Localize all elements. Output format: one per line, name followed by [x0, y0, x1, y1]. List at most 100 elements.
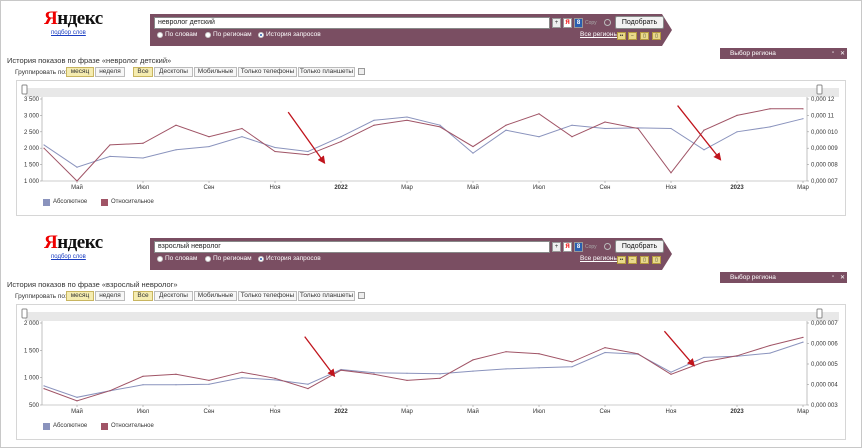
x-tick-label: Июл [533, 185, 546, 191]
data-point [241, 377, 243, 379]
yandex-logo[interactable]: Яндекс [44, 232, 103, 253]
submit-button[interactable]: Подобрать [615, 16, 664, 29]
data-point [142, 384, 144, 386]
device-phones-button[interactable]: Только телефоны [238, 291, 297, 301]
radio-by-regions[interactable]: По регионам [205, 31, 252, 38]
radio-history[interactable]: История запросов [258, 31, 321, 38]
expand-icon[interactable]: •• [617, 256, 626, 264]
y-tick-label-left: 1 500 [24, 348, 40, 354]
close-icon[interactable]: ✕ [840, 275, 846, 281]
minimize-icon[interactable]: ▫ [832, 50, 835, 56]
device-mobile-button[interactable]: Мобильные [194, 291, 237, 301]
all-regions-link[interactable]: Все регионы [580, 31, 619, 38]
copy-label[interactable]: Copy [585, 20, 597, 26]
device-all-button[interactable]: Все [133, 291, 153, 301]
device-all-button[interactable]: Все [133, 67, 153, 77]
page-icon[interactable]: ▯ [640, 256, 649, 264]
search-input[interactable]: взрослый невролог [154, 241, 550, 253]
page-icon[interactable]: ▯ [640, 32, 649, 40]
data-point [538, 136, 540, 138]
legend-relative-label[interactable]: Относительное [111, 423, 154, 429]
radio-icon [157, 255, 163, 262]
data-point [406, 116, 408, 118]
data-point [736, 355, 738, 357]
data-point [43, 147, 45, 149]
search-input[interactable]: невролог детский [154, 17, 550, 29]
legend-relative-label[interactable]: Относительное [111, 199, 154, 205]
annotation-arrow [663, 330, 695, 367]
google-icon[interactable]: 8 [574, 18, 583, 28]
history-chart: 2 000 1 500 1 000 500 0,000 007 0,000 006 0,00… [21, 308, 839, 415]
wordstat-link[interactable]: подбор слов [51, 254, 86, 260]
group-week-button[interactable]: неделя [95, 291, 125, 301]
google-icon[interactable]: 8 [574, 242, 583, 252]
legend-absolute-label[interactable]: Абсолютное [53, 199, 88, 205]
doc-icon[interactable]: ▯ [652, 32, 661, 40]
x-tick-label: Мар [401, 409, 413, 415]
doc-icon[interactable]: ▯ [652, 256, 661, 264]
data-point [175, 124, 177, 126]
plus-icon[interactable]: + [552, 242, 561, 252]
circle-icon[interactable] [604, 243, 611, 250]
collapse-icon[interactable]: − [628, 32, 637, 40]
radio-by-words[interactable]: По словам [157, 31, 197, 38]
wordstat-link[interactable]: подбор слов [51, 30, 86, 36]
radio-by-regions[interactable]: По регионам [205, 255, 252, 262]
data-point [208, 379, 210, 381]
all-regions-link[interactable]: Все регионы [580, 255, 619, 262]
group-month-button[interactable]: месяц [66, 67, 94, 77]
group-month-button[interactable]: месяц [66, 291, 94, 301]
device-tablets-button[interactable]: Только планшеты [298, 67, 355, 77]
data-point [670, 371, 672, 373]
data-point [802, 336, 804, 338]
device-tablets-button[interactable]: Только планшеты [298, 291, 355, 301]
data-point [604, 351, 606, 354]
yandex-keyboard-icon[interactable]: Я [563, 242, 572, 252]
data-point [208, 136, 210, 138]
plus-icon[interactable]: + [552, 18, 561, 28]
table-icon[interactable] [358, 68, 365, 75]
yandex-keyboard-icon[interactable]: Я [563, 18, 572, 28]
legend-absolute-swatch [43, 423, 50, 430]
x-tick-label: Ноя [270, 409, 281, 415]
yandex-logo[interactable]: Яндекс [44, 8, 103, 29]
close-icon[interactable]: ✕ [840, 51, 846, 57]
y-tick-label-left: 3 500 [24, 97, 40, 103]
data-point [241, 371, 243, 373]
table-icon[interactable] [358, 292, 365, 299]
legend-absolute-label[interactable]: Абсолютное [53, 423, 88, 429]
device-phones-button[interactable]: Только телефоны [238, 67, 297, 77]
region-selector[interactable]: Выбор региона ▫ ✕ [720, 48, 847, 59]
x-tick-label: 2022 [334, 409, 348, 415]
data-point [769, 108, 771, 110]
series-line-absolute [43, 116, 804, 168]
minimize-icon[interactable]: ▫ [832, 274, 835, 280]
radio-history[interactable]: История запросов [258, 255, 321, 262]
data-point [307, 383, 309, 385]
collapse-icon[interactable]: − [628, 256, 637, 264]
x-tick-label: 2023 [730, 409, 744, 415]
data-point [43, 385, 45, 387]
x-tick-label: Июл [137, 185, 150, 191]
radio-by-words[interactable]: По словам [157, 255, 197, 262]
device-desktop-button[interactable]: Десктопы [154, 291, 193, 301]
series-line-relative [43, 336, 804, 402]
circle-icon[interactable] [604, 19, 611, 26]
y-tick-label-left: 1 000 [24, 179, 40, 185]
device-desktop-button[interactable]: Десктопы [154, 67, 193, 77]
radio-icon [205, 255, 211, 262]
data-point [538, 367, 540, 369]
copy-label[interactable]: Copy [585, 244, 597, 250]
submit-button[interactable]: Подобрать [615, 240, 664, 253]
data-point [670, 127, 672, 130]
data-point [340, 141, 342, 143]
region-selector[interactable]: Выбор региона ▫ ✕ [720, 272, 847, 283]
device-mobile-button[interactable]: Мобильные [194, 67, 237, 77]
expand-icon[interactable]: •• [617, 32, 626, 40]
x-tick-label: Ноя [666, 185, 677, 191]
data-point [571, 366, 573, 368]
y-tick-label-left: 500 [29, 403, 40, 409]
group-week-button[interactable]: неделя [95, 67, 125, 77]
wordstat-panel: Яндекс подбор слов взрослый невролог + Я… [0, 224, 862, 448]
data-point [76, 396, 78, 398]
